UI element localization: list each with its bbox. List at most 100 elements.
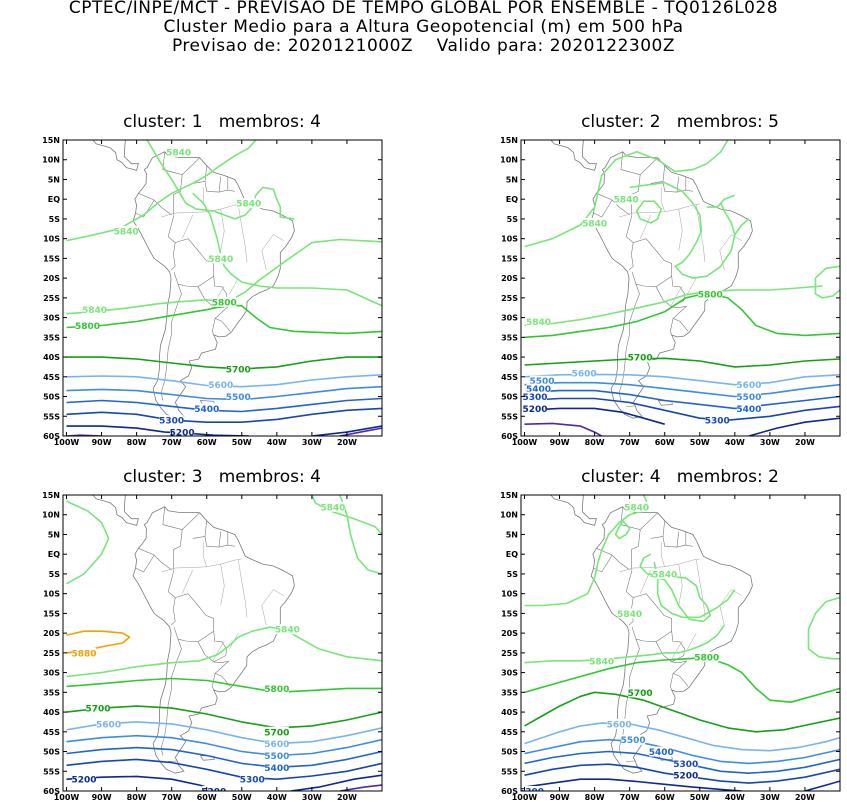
country-border	[593, 554, 613, 573]
contour-line-5840	[524, 140, 729, 248]
contour-line-5400	[66, 397, 382, 413]
contour-label: 5840	[208, 255, 233, 265]
lon-tick-label: 100W	[512, 438, 538, 447]
contour-label-bg	[86, 703, 111, 714]
country-border	[192, 536, 206, 539]
contour-line-5700	[524, 691, 840, 733]
country-border	[620, 151, 641, 175]
lon-tick-label: 90W	[550, 793, 570, 802]
lat-tick-label: 45S	[43, 373, 60, 382]
river	[678, 209, 683, 251]
contour-line-5700	[524, 357, 840, 368]
contour-label-bg	[194, 403, 219, 414]
country-border	[676, 531, 679, 548]
country-border	[618, 283, 640, 401]
contour-label-bg	[521, 786, 544, 791]
lat-tick-label: 15N	[42, 136, 60, 145]
country-border	[671, 305, 689, 332]
lat-tick-label: 5N	[506, 530, 518, 539]
lon-tick-label: 50W	[232, 438, 252, 447]
contour-label-bg	[628, 352, 653, 363]
lat-tick-label: 30S	[43, 669, 60, 678]
coastline-central-america	[92, 495, 139, 526]
lon-tick-label: 30W	[302, 793, 322, 802]
lat-tick-label: 60S	[501, 432, 518, 441]
lat-tick-label: 10S	[501, 235, 518, 244]
contour-label-bg	[264, 726, 289, 737]
lat-tick-label: 5N	[48, 175, 60, 184]
country-border	[135, 554, 155, 573]
contour-line-5840	[635, 200, 662, 224]
panel-title-cluster-4: cluster: 4 membros: 2	[581, 467, 779, 487]
contour-label-bg	[649, 746, 674, 757]
contour-label: 5840	[82, 306, 107, 316]
lat-tick-label: 30S	[501, 314, 518, 323]
contour-label-bg	[170, 427, 195, 436]
contour-label: 5840	[617, 610, 642, 620]
country-border	[650, 536, 664, 539]
lat-tick-label: 20S	[43, 274, 60, 283]
lat-tick-label: 10S	[501, 590, 518, 599]
contour-label: 5700	[628, 689, 653, 699]
lat-tick-label: 5N	[48, 530, 60, 539]
contour-label: 5700	[628, 354, 653, 364]
country-border	[138, 548, 172, 571]
contour-label-bg	[75, 320, 100, 331]
country-border	[211, 318, 216, 336]
contour-label: 5840	[526, 318, 551, 328]
country-border	[173, 512, 200, 571]
contour-line-5100	[339, 784, 382, 791]
contour-label-bg	[607, 718, 632, 729]
lat-tick-label: 5S	[49, 570, 61, 579]
country-border	[204, 165, 235, 193]
lon-tick-label: 70W	[162, 438, 182, 447]
contour-label: 5880	[72, 649, 97, 659]
lat-tick-label: EQ	[48, 195, 60, 204]
contour-label-bg	[264, 762, 289, 773]
contour-line-5840	[66, 626, 382, 678]
country-border	[173, 157, 200, 216]
river	[719, 234, 742, 271]
map-frame	[520, 494, 841, 792]
contour-line-5500	[66, 734, 382, 757]
lat-tick-label: 5S	[507, 570, 519, 579]
lat-tick-label: 60S	[43, 787, 60, 796]
contour-label-bg	[582, 217, 607, 228]
contour-label-bg	[526, 316, 551, 327]
contour-label: 5600	[607, 720, 632, 730]
contour-line-5800	[524, 656, 840, 703]
contour-label-bg	[236, 198, 261, 209]
lon-tick-label: 50W	[232, 793, 252, 802]
contour-line-5200	[748, 417, 840, 436]
country-border	[211, 673, 216, 691]
country-border	[213, 660, 231, 687]
lon-tick-label: 70W	[162, 793, 182, 802]
contour-label-bg	[240, 774, 265, 785]
lat-tick-label: 5S	[507, 215, 519, 224]
contour-line-5840	[146, 140, 295, 220]
contour-label: 5300	[159, 417, 184, 427]
contour-label-bg	[72, 774, 97, 785]
contour-label: 5840	[589, 657, 614, 667]
country-border	[173, 238, 214, 288]
contour-label-bg	[320, 501, 345, 512]
map-frame	[62, 494, 383, 792]
country-border	[204, 520, 235, 548]
contour-label: 5400	[649, 748, 674, 758]
contour-label: 5600	[736, 381, 761, 391]
contour-line-5840	[192, 192, 382, 307]
contour-label: 5300	[705, 417, 730, 427]
contour-line-5400	[524, 389, 840, 410]
contour-label: 5400	[526, 385, 551, 395]
country-border	[596, 548, 630, 571]
coastline-central-america	[92, 140, 139, 171]
lat-tick-label: 60S	[43, 432, 60, 441]
map-panel-cluster-2: 5840584058005840570056005600550055005400…	[500, 136, 841, 447]
contour-line-5200	[804, 780, 840, 791]
contour-label-bg	[589, 655, 614, 666]
country-border	[669, 673, 674, 691]
contour-label: 5840	[114, 227, 139, 237]
country-border	[662, 520, 693, 548]
lat-tick-label: 20S	[501, 274, 518, 283]
lat-tick-label: 25S	[501, 649, 518, 658]
